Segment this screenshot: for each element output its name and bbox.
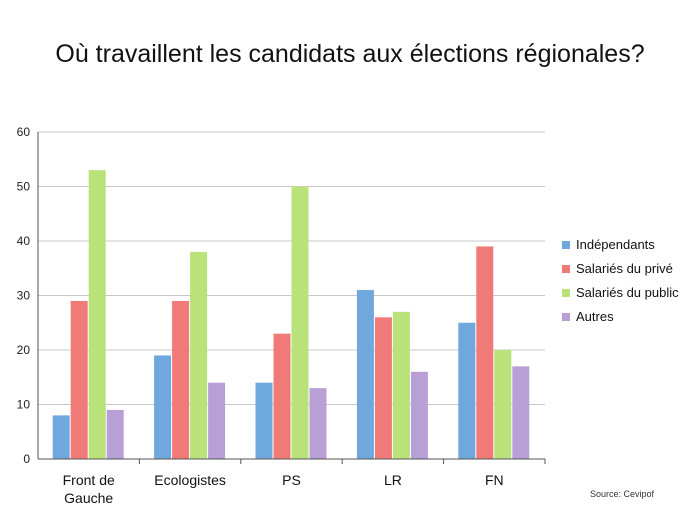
bar-lr-autres	[410, 371, 428, 459]
x-tick-label-0: Front de Gauche	[63, 472, 115, 506]
y-tick-label-10: 10	[17, 398, 31, 412]
bar-ps-salariés-du-public	[291, 186, 309, 459]
bar-lr-salariés-du-privé	[374, 317, 392, 459]
x-tick-label-1: Ecologistes	[154, 472, 226, 488]
bar-fn-indépendants	[458, 322, 476, 459]
bar-ecologistes-autres	[208, 382, 226, 459]
bar-lr-indépendants	[356, 290, 374, 459]
legend-label-3: Autres	[576, 309, 614, 324]
y-tick-label-30: 30	[17, 289, 31, 303]
bar-ps-salariés-du-privé	[273, 333, 291, 459]
y-tick-label-0: 0	[23, 452, 30, 466]
legend-swatch-3	[562, 313, 570, 321]
legend-label-0: Indépendants	[576, 237, 655, 252]
bar-ecologistes-indépendants	[154, 355, 172, 459]
y-tick-label-50: 50	[17, 180, 31, 194]
y-tick-label-40: 40	[17, 234, 31, 248]
bar-front-de-gauche-indépendants	[52, 415, 70, 459]
axes: 0 10 20 30 40 50 60 Front de Gauche Ecologistes PS…	[17, 125, 546, 506]
y-tick-label-20: 20	[17, 343, 31, 357]
bar-ecologistes-salariés-du-public	[190, 251, 208, 459]
bars	[52, 170, 530, 459]
legend-swatch-0	[562, 241, 570, 249]
bar-front-de-gauche-salariés-du-privé	[70, 300, 88, 459]
x-tick-label-4: FN	[485, 472, 504, 488]
bar-ps-indépendants	[255, 382, 273, 459]
legend: Indépendants Salariés du privé Salariés du…	[562, 237, 679, 324]
bar-fn-salariés-du-privé	[476, 246, 494, 459]
legend-label-1: Salariés du privé	[576, 261, 673, 276]
legend-swatch-1	[562, 265, 570, 273]
bar-ecologistes-salariés-du-privé	[172, 300, 190, 459]
legend-label-2: Salariés du public	[576, 285, 679, 300]
bar-front-de-gauche-salariés-du-public	[88, 170, 106, 459]
legend-swatch-2	[562, 289, 570, 297]
bar-ps-autres	[309, 388, 327, 459]
x-tick-label-2: PS	[282, 472, 301, 488]
bar-lr-salariés-du-public	[392, 311, 410, 459]
x-tick-label-3: LR	[384, 472, 402, 488]
source-note: Source: Cevipof	[590, 489, 655, 499]
bar-front-de-gauche-autres	[106, 409, 124, 459]
y-tick-label-60: 60	[17, 125, 31, 139]
chart-title: Où travaillent les candidats aux électio…	[55, 40, 645, 68]
bar-fn-autres	[512, 366, 530, 459]
bar-fn-salariés-du-public	[494, 350, 512, 459]
